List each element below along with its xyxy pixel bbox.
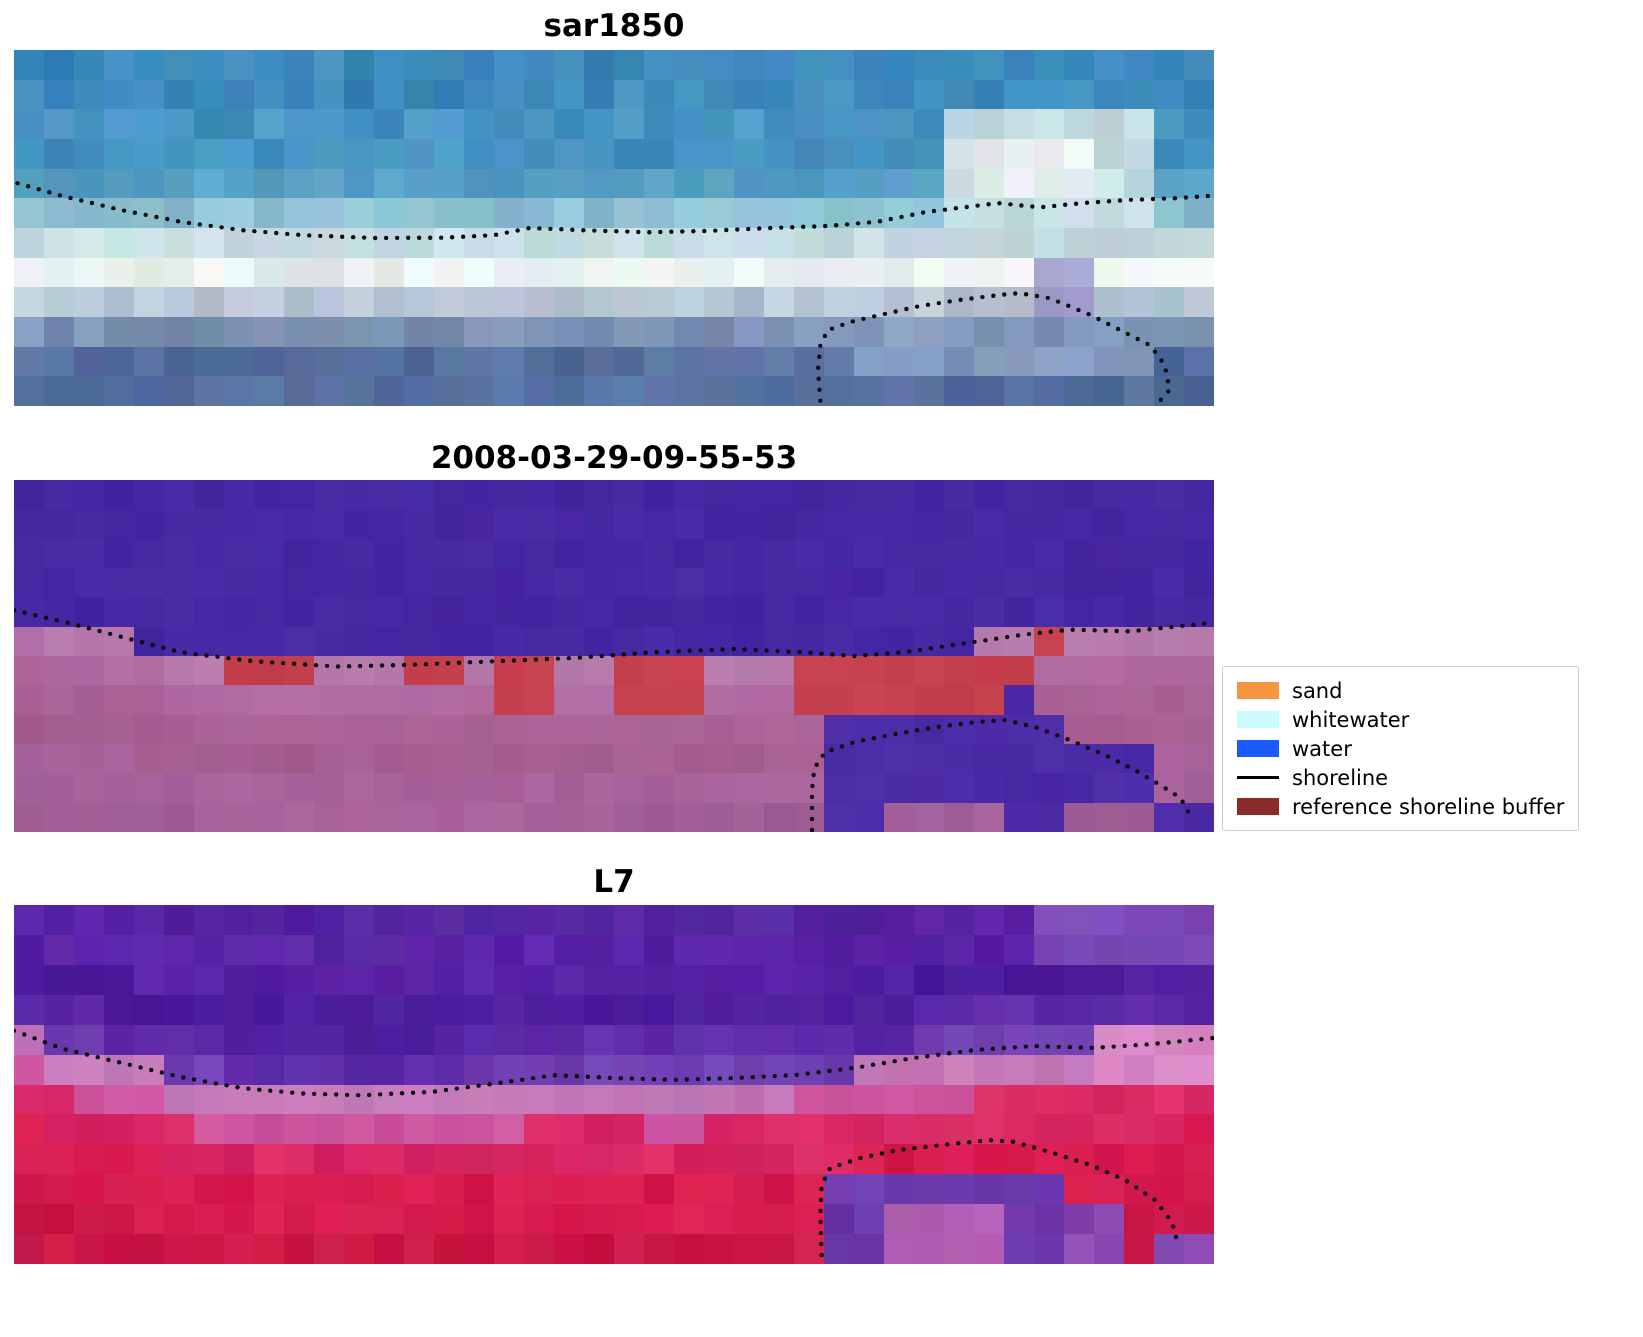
water-swatch-icon bbox=[1237, 740, 1279, 757]
legend-item-sand: sand bbox=[1237, 676, 1564, 705]
panel-title-sar1850: sar1850 bbox=[543, 8, 685, 44]
legend-label-water: water bbox=[1292, 736, 1352, 761]
legend-item-whitewater: whitewater bbox=[1237, 705, 1564, 734]
legend-label-whitewater: whitewater bbox=[1292, 707, 1410, 732]
whitewater-swatch-icon bbox=[1237, 711, 1279, 728]
legend-item-reference-shoreline-buffer: reference shoreline buffer bbox=[1237, 792, 1564, 821]
panel-title-classified: 2008-03-29-09-55-53 bbox=[430, 440, 798, 476]
shoreline-line-icon bbox=[1237, 776, 1279, 779]
panel-title-l7: L7 bbox=[593, 864, 635, 900]
legend-item-water: water bbox=[1237, 734, 1564, 763]
legend-label-sand: sand bbox=[1292, 678, 1343, 703]
l7-image bbox=[14, 905, 1214, 1264]
sand-swatch-icon bbox=[1237, 682, 1279, 699]
reference-shoreline-buffer-swatch-icon bbox=[1237, 798, 1279, 815]
legend-label-reference-shoreline-buffer: reference shoreline buffer bbox=[1292, 794, 1565, 819]
legend-item-shoreline: shoreline bbox=[1237, 763, 1564, 792]
legend: sand whitewater water shoreline referenc… bbox=[1222, 666, 1580, 831]
classified-image bbox=[14, 480, 1214, 832]
sar1850-image bbox=[14, 50, 1214, 406]
legend-label-shoreline: shoreline bbox=[1292, 765, 1389, 790]
